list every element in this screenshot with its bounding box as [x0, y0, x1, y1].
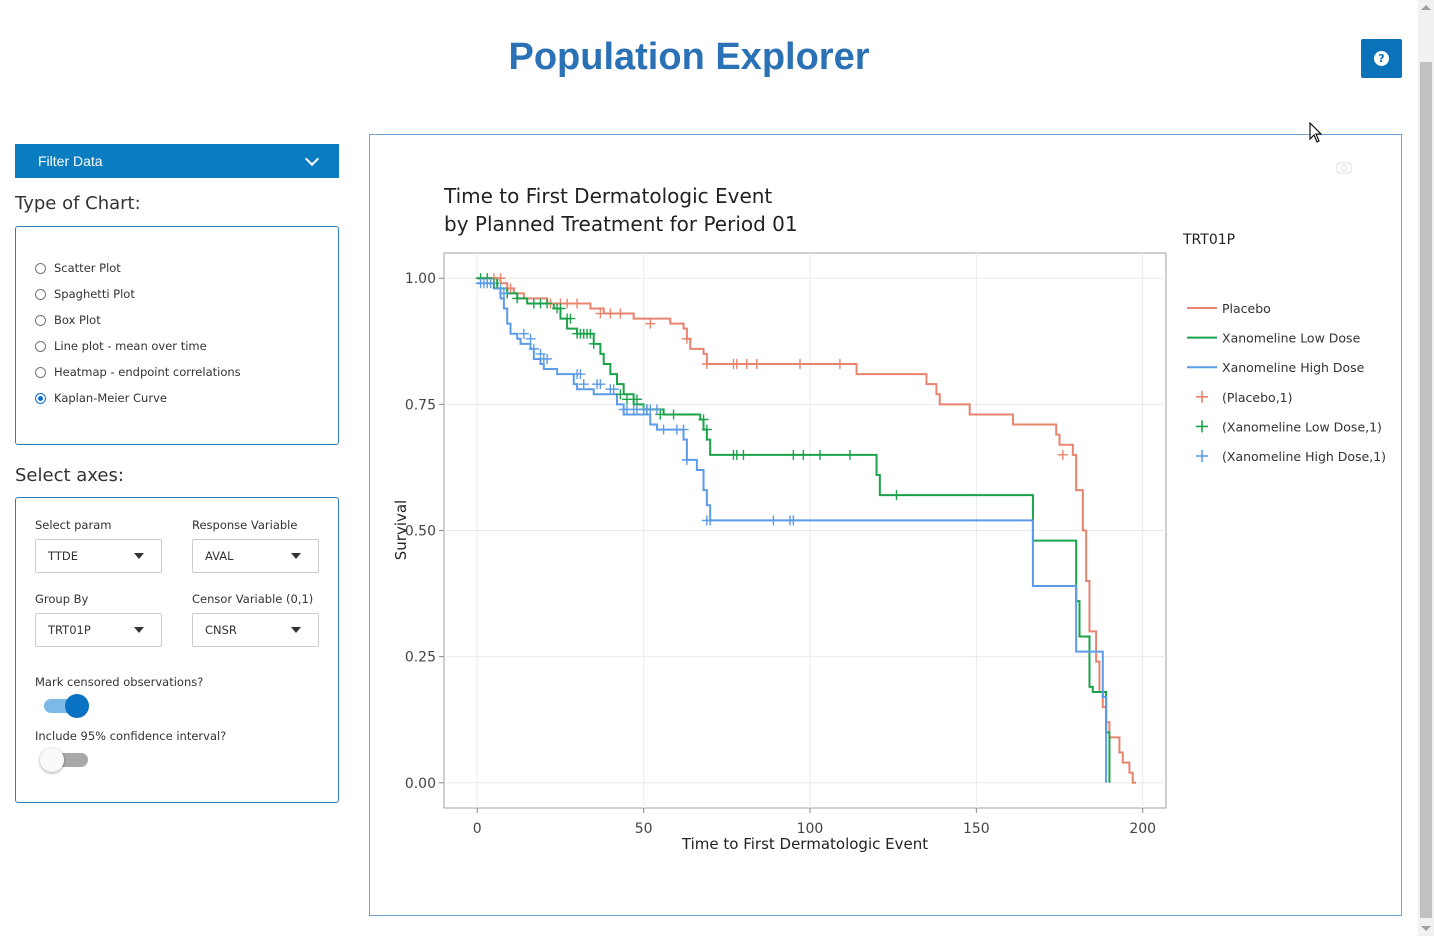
- radio-label: Box Plot: [54, 313, 101, 327]
- radio-box-plot[interactable]: Box Plot: [35, 313, 101, 327]
- group-by-label: Group By: [35, 592, 89, 606]
- select-value: TTDE: [48, 549, 78, 563]
- scroll-up-arrow-icon[interactable]: [1421, 5, 1431, 10]
- confidence-interval-label: Include 95% confidence interval?: [35, 729, 227, 743]
- radio-button[interactable]: [35, 314, 46, 326]
- toggle-knob[interactable]: [40, 748, 64, 772]
- response-variable-label: Response Variable: [192, 518, 298, 532]
- mark-censored-label: Mark censored observations?: [35, 675, 204, 689]
- chart-type-heading: Type of Chart:: [15, 193, 141, 214]
- help-button[interactable]: ?: [1361, 39, 1402, 78]
- radio-button[interactable]: [35, 288, 46, 300]
- radio-heatmap[interactable]: Heatmap - endpoint correlations: [35, 365, 241, 379]
- filter-data-toggle[interactable]: Filter Data: [15, 144, 339, 178]
- radio-label: Heatmap - endpoint correlations: [54, 365, 241, 379]
- radio-label: Spaghetti Plot: [54, 287, 135, 301]
- group-by-dropdown[interactable]: TRT01P: [35, 613, 162, 647]
- select-value: TRT01P: [48, 623, 91, 637]
- toggle-knob[interactable]: [65, 694, 89, 718]
- select-axes-heading: Select axes:: [15, 465, 124, 486]
- scroll-down-arrow-icon[interactable]: [1421, 926, 1431, 931]
- radio-button[interactable]: [35, 262, 46, 274]
- select-value: AVAL: [205, 549, 234, 563]
- page-title: Population Explorer: [508, 36, 870, 78]
- select-param-dropdown[interactable]: TTDE: [35, 539, 162, 573]
- caret-down-icon: [291, 553, 301, 559]
- censor-variable-label: Censor Variable (0,1): [192, 592, 314, 606]
- radio-button-selected[interactable]: [35, 392, 46, 404]
- caret-down-icon: [291, 627, 301, 633]
- response-variable-dropdown[interactable]: AVAL: [192, 539, 319, 573]
- radio-label: Scatter Plot: [54, 261, 121, 275]
- chart-card: [369, 134, 1402, 916]
- censor-variable-dropdown[interactable]: CNSR: [192, 613, 319, 647]
- radio-spaghetti-plot[interactable]: Spaghetti Plot: [35, 287, 135, 301]
- select-axes-panel: Select param TTDE Response Variable AVAL…: [15, 497, 339, 803]
- select-value: CNSR: [205, 623, 237, 637]
- radio-scatter-plot[interactable]: Scatter Plot: [35, 261, 121, 275]
- mouse-cursor-icon: [1309, 122, 1323, 143]
- radio-kaplan-meier[interactable]: Kaplan-Meier Curve: [35, 391, 167, 405]
- scrollbar-thumb[interactable]: [1420, 62, 1432, 918]
- select-param-label: Select param: [35, 518, 112, 532]
- filter-data-label: Filter Data: [38, 153, 103, 169]
- chart-type-panel: Scatter Plot Spaghetti Plot Box Plot Lin…: [15, 226, 339, 445]
- radio-line-plot[interactable]: Line plot - mean over time: [35, 339, 207, 353]
- radio-label: Kaplan-Meier Curve: [54, 391, 167, 405]
- caret-down-icon: [134, 627, 144, 633]
- radio-label: Line plot - mean over time: [54, 339, 207, 353]
- camera-icon[interactable]: [1336, 160, 1352, 174]
- question-circle-icon: ?: [1374, 51, 1389, 66]
- radio-button[interactable]: [35, 340, 46, 352]
- caret-down-icon: [134, 553, 144, 559]
- chevron-down-icon: [304, 151, 320, 167]
- radio-button[interactable]: [35, 366, 46, 378]
